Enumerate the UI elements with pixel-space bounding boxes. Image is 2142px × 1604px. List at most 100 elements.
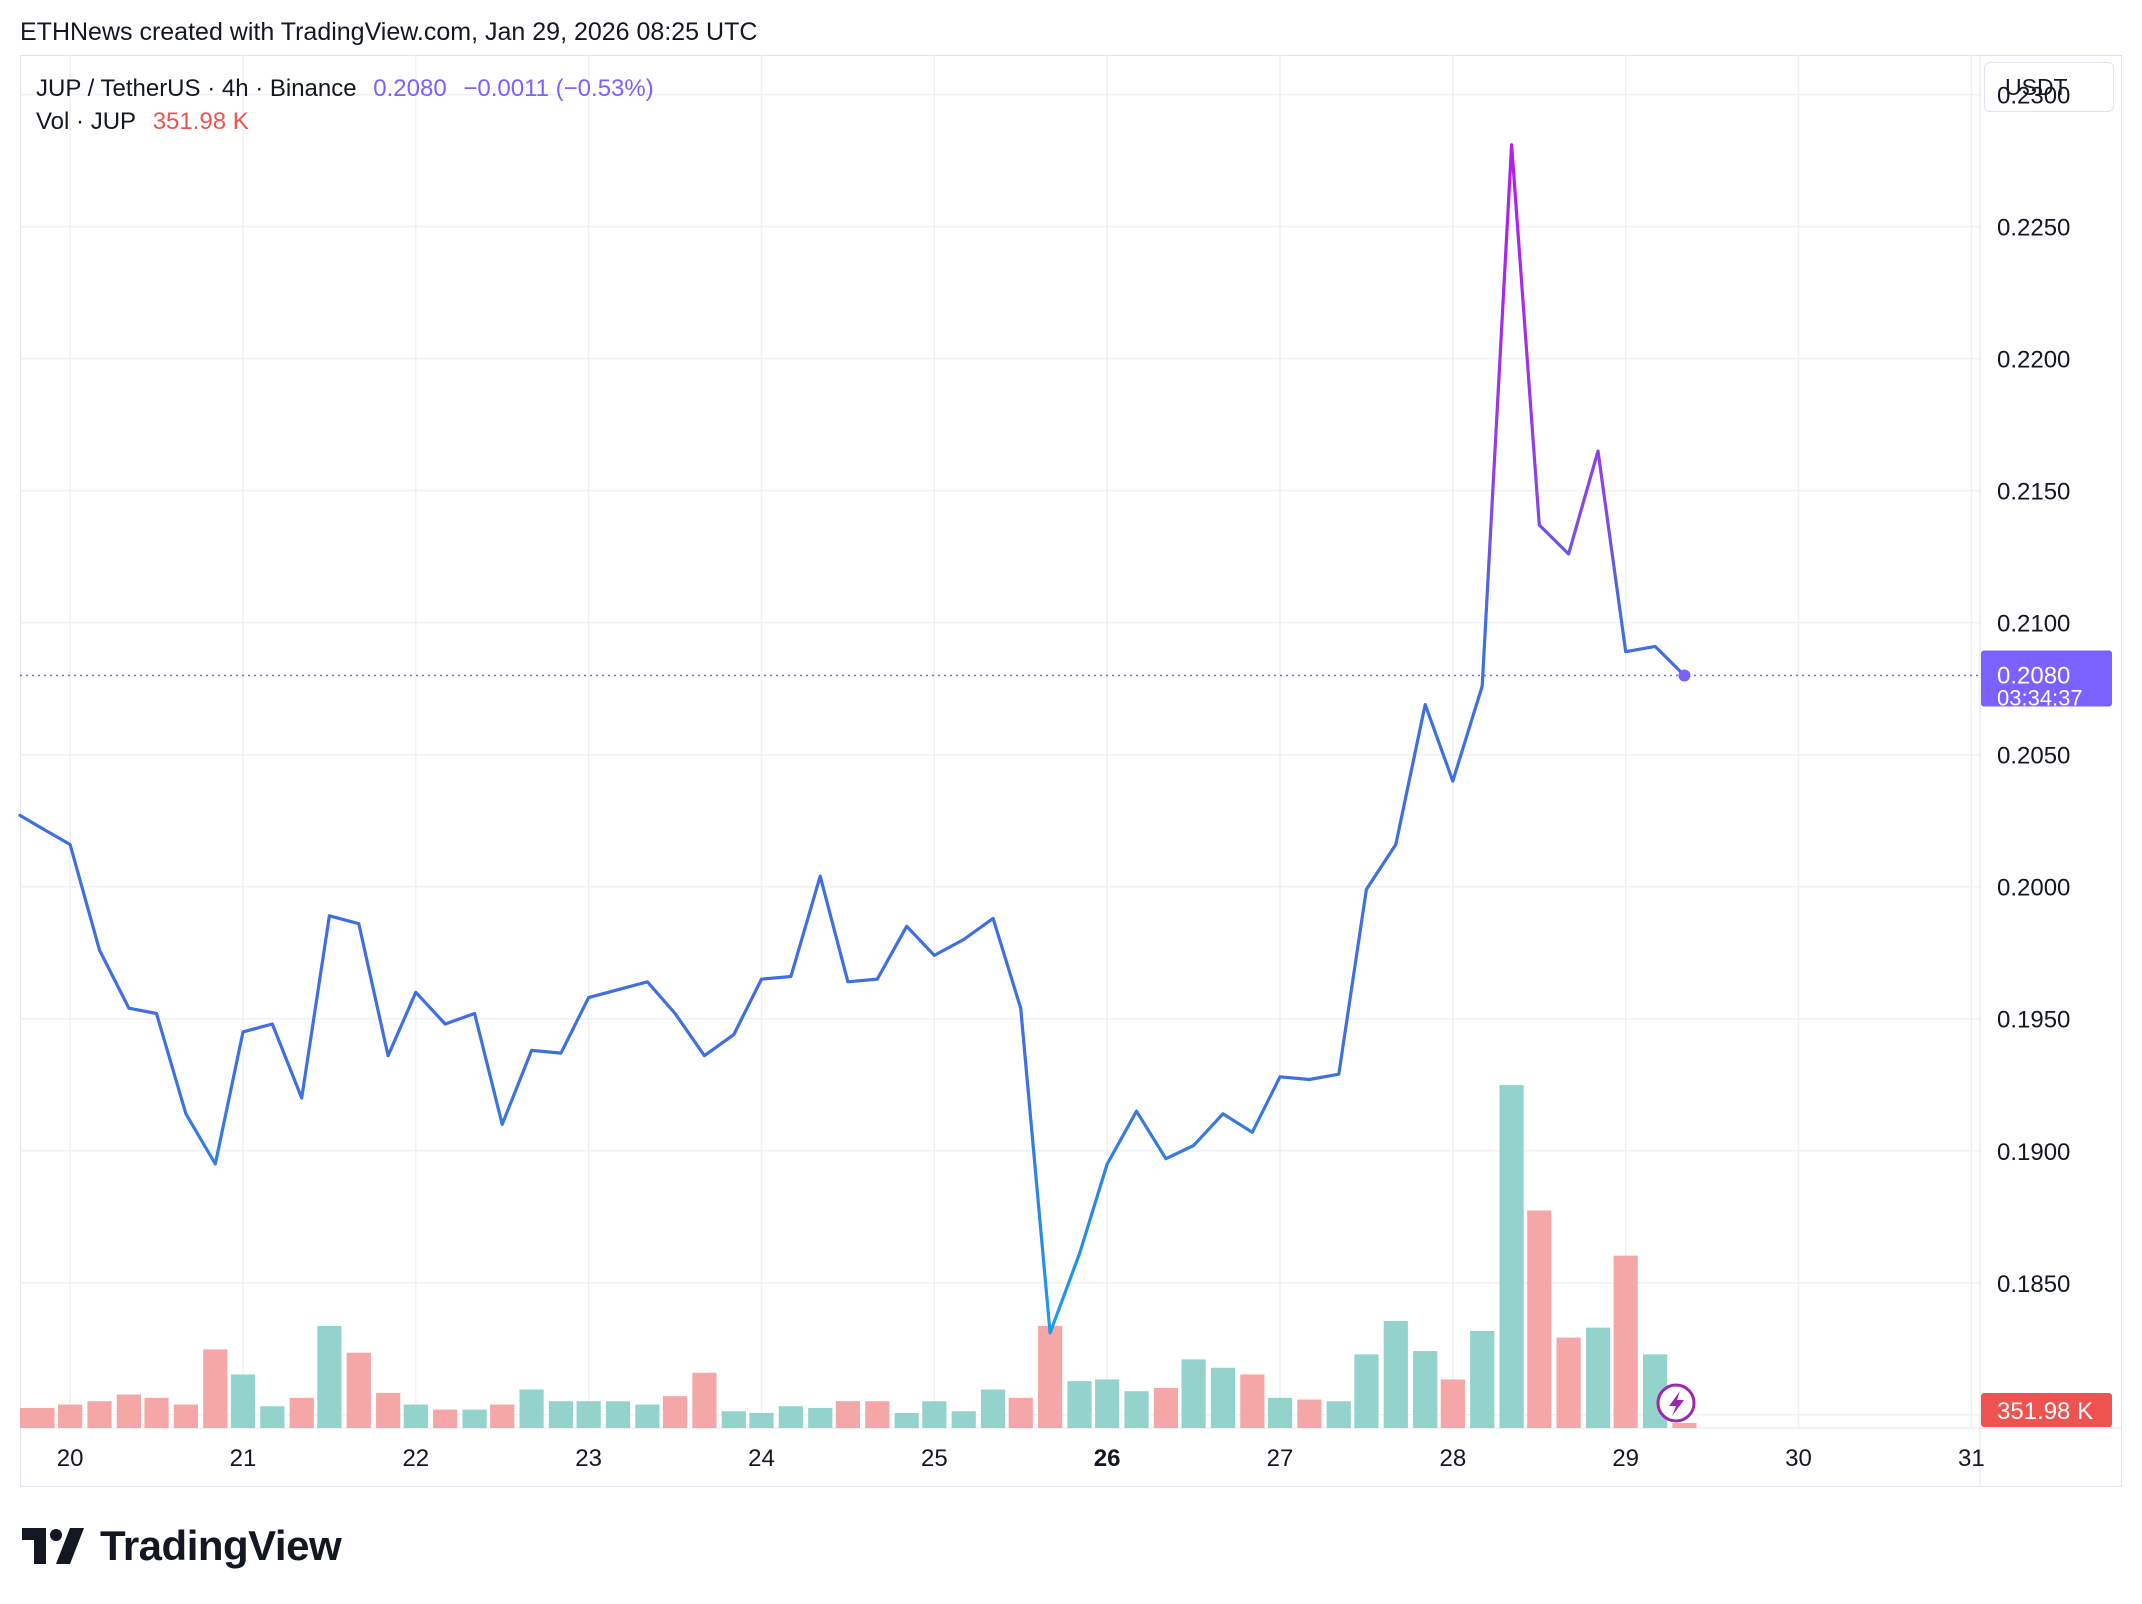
y-tick-label: 0.2250 [1997,215,2070,242]
volume-bar [1527,1210,1552,1428]
volume-bar [346,1352,371,1428]
volume-bar [922,1401,947,1428]
tradingview-logo-icon [22,1528,84,1564]
volume-bar [1613,1255,1638,1428]
y-tick-label: 0.2100 [1997,611,2070,638]
volume-bar [980,1389,1006,1428]
volume-bar [116,1394,141,1428]
credit-line: ETHNews created with TradingView.com, Ja… [20,18,758,46]
x-tick-label: 29 [1612,1445,1639,1472]
volume-bar [519,1389,544,1428]
volume-bar [317,1325,342,1428]
volume-bar [1672,1422,1697,1428]
volume-bars [20,1085,1697,1428]
x-tick-label: 26 [1094,1445,1121,1472]
volume-bar [173,1404,199,1428]
last-price: 0.2080 [373,75,447,102]
volume-bar [576,1401,601,1428]
volume-bar [635,1404,660,1428]
y-tick-label: 0.2300 [1997,83,2070,110]
volume-bar [230,1374,256,1428]
volume-bar [58,1404,83,1428]
volume-bar [20,1407,33,1428]
volume-bar [1067,1381,1092,1428]
y-tick-label: 0.2150 [1997,479,2070,506]
volume-tag-value: 351.98 K [1997,1398,2093,1425]
volume-bar [1354,1354,1379,1428]
volume-bar [490,1404,515,1428]
volume-bar [808,1407,833,1428]
time-axis[interactable]: 20 21 22 23 24 25 26 27 28 29 30 31 [57,1445,1985,1472]
volume-bar [951,1411,976,1428]
price-axis[interactable]: 0.2300 0.2250 0.2200 0.2150 0.2100 0.2050 0.20… [1997,83,2070,1430]
volume-bar [1326,1401,1351,1428]
x-tick-label: 23 [575,1445,602,1472]
symbol-title[interactable]: JUP / TetherUS · 4h · Binance [36,75,357,102]
volume-bar [433,1409,458,1428]
volume-bar [462,1409,487,1428]
volume-bar [1440,1379,1465,1428]
x-tick-label: 27 [1267,1445,1294,1472]
x-tick-label: 22 [402,1445,429,1472]
volume-bar [749,1412,774,1428]
volume-bar [1124,1391,1149,1428]
lightning-bolt-icon[interactable] [1656,1383,1696,1423]
currency-label: USDT [2005,73,2068,100]
volume-bar [1181,1359,1206,1428]
x-tick-label: 21 [230,1445,257,1472]
axis-tags: 0.2080 03:34:37 351.98 K [1981,650,2112,1427]
volume-bar [1585,1327,1611,1428]
volume-bar [692,1372,717,1428]
volume-bar [605,1401,631,1428]
x-tick-label: 28 [1439,1445,1466,1472]
price-change: −0.0011 (−0.53%) [463,75,654,102]
volume-bar [1038,1325,1063,1428]
volume-bar [1383,1320,1408,1428]
volume-bar [1095,1379,1120,1428]
volume-value: 351.98 K [152,108,249,135]
volume-bar [548,1401,574,1428]
volume-bar [1153,1387,1179,1428]
last-price-dot [1678,669,1691,682]
volume-bar [865,1401,890,1428]
y-tick-label: 0.1950 [1997,1007,2070,1034]
volume-bar [1470,1330,1495,1428]
volume-label[interactable]: Vol · JUP [36,108,137,135]
last-price-tag [1981,650,2112,707]
volume-bar [144,1397,169,1428]
volume-bar [1297,1399,1322,1428]
price-line-layer [18,143,1980,1335]
volume-bar [1240,1374,1265,1428]
x-tick-label: 25 [921,1445,948,1472]
currency-selector[interactable]: USDT [1984,62,2114,112]
brand-name: TradingView [100,1522,342,1569]
last-price-tag-value: 0.2080 [1997,662,2070,689]
volume-bar [1008,1397,1033,1428]
volume-bar [376,1392,401,1428]
volume-bar [403,1404,428,1428]
volume-bar [1556,1337,1581,1428]
symbol-legend[interactable]: JUP / TetherUS · 4h · Binance 0.2080 −0.… [36,75,664,103]
volume-bar [1267,1397,1293,1428]
volume-bar [260,1406,285,1428]
volume-bar [721,1411,746,1428]
x-tick-label: 24 [748,1445,775,1472]
volume-bar [289,1397,314,1428]
bar-countdown: 03:34:37 [1997,685,2083,710]
volume-bar [662,1396,688,1428]
volume-tag [1981,1393,2112,1427]
x-tick-label: 30 [1785,1445,1812,1472]
y-tick-label: 0.1900 [1997,1139,2070,1166]
chart-frame [20,55,2122,1487]
y-tick-label: 0.2000 [1997,875,2070,902]
tradingview-logo: TradingView [22,1522,342,1570]
volume-legend[interactable]: Vol · JUP 351.98 K [36,108,259,136]
volume-bar [1413,1351,1438,1428]
volume-bar [30,1407,55,1428]
volume-bar [203,1349,228,1428]
volume-bar [835,1401,860,1428]
volume-bar [894,1412,919,1428]
x-tick-label: 20 [57,1445,84,1472]
volume-bar [1210,1367,1236,1428]
